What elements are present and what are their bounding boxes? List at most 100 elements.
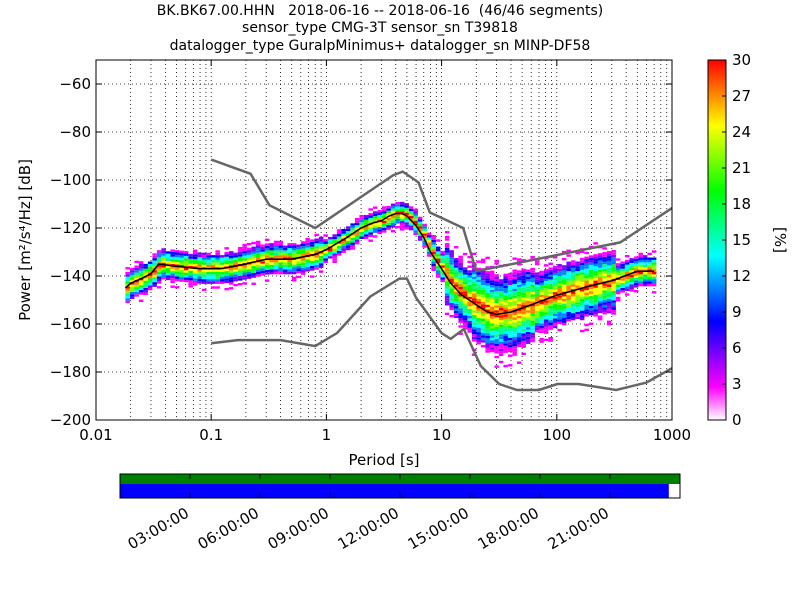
heatmap-cell bbox=[489, 349, 495, 353]
colorbar-label: [%] bbox=[771, 227, 789, 253]
heatmap-cell bbox=[620, 283, 625, 286]
heatmap-cell bbox=[642, 276, 648, 280]
heatmap-cell bbox=[282, 250, 288, 253]
heatmap-cell bbox=[503, 328, 508, 332]
heatmap-cell bbox=[494, 327, 499, 330]
heatmap-cell bbox=[593, 266, 598, 269]
heatmap-cell bbox=[480, 304, 486, 307]
heatmap-cell bbox=[606, 260, 612, 263]
heatmap-cell bbox=[543, 312, 549, 315]
heatmap-cell bbox=[467, 255, 472, 259]
heatmap-cell bbox=[548, 317, 553, 321]
heatmap-cell bbox=[138, 261, 144, 264]
heatmap-cell bbox=[341, 243, 346, 246]
heatmap-cell bbox=[156, 276, 162, 279]
heatmap-cell bbox=[372, 218, 378, 221]
heatmap-cell bbox=[593, 261, 598, 264]
heatmap-cell bbox=[575, 268, 580, 272]
heatmap-cell bbox=[539, 323, 544, 326]
heatmap-cell bbox=[152, 282, 157, 285]
heatmap-cell bbox=[512, 353, 517, 356]
heatmap-cell bbox=[561, 306, 567, 309]
heatmap-cell bbox=[593, 280, 598, 283]
heatmap-cell bbox=[611, 249, 616, 253]
heatmap-cell bbox=[521, 321, 526, 324]
heatmap-cell bbox=[534, 289, 540, 292]
heatmap-cell bbox=[449, 262, 454, 265]
heatmap-cell bbox=[246, 242, 252, 246]
heatmap-cell bbox=[323, 260, 328, 264]
heatmap-cell bbox=[354, 234, 360, 238]
heatmap-cell bbox=[507, 347, 513, 350]
heatmap-cell bbox=[296, 261, 301, 264]
x-tick-label: 10 bbox=[432, 426, 451, 444]
heatmap-cell bbox=[552, 277, 558, 281]
heatmap-cell bbox=[494, 351, 499, 354]
heatmap-cell bbox=[336, 243, 342, 247]
heatmap-cell bbox=[134, 287, 139, 290]
heatmap-cell bbox=[449, 295, 454, 299]
heatmap-cell bbox=[615, 289, 621, 292]
heatmap-cell bbox=[471, 295, 477, 299]
heatmap-cell bbox=[233, 279, 238, 282]
heatmap-cell bbox=[395, 225, 400, 229]
heatmap-cell bbox=[584, 309, 589, 312]
heatmap-cell bbox=[516, 303, 522, 307]
heatmap-cell bbox=[314, 255, 319, 258]
heatmap-cell bbox=[593, 311, 598, 315]
heatmap-cell bbox=[152, 258, 157, 261]
heatmap-cell bbox=[431, 263, 436, 267]
heatmap-cell bbox=[543, 278, 549, 282]
heatmap-cell bbox=[237, 259, 243, 262]
heatmap-cell bbox=[314, 260, 319, 263]
heatmap-cell bbox=[543, 307, 549, 310]
heatmap-cell bbox=[615, 282, 621, 285]
heatmap-cell bbox=[557, 264, 562, 267]
heatmap-cell bbox=[584, 282, 589, 286]
heatmap-cell bbox=[264, 269, 270, 273]
heatmap-cell bbox=[305, 252, 310, 255]
heatmap-cell bbox=[458, 294, 463, 297]
heatmap-cell bbox=[539, 309, 544, 312]
heatmap-cell bbox=[579, 308, 585, 311]
heatmap-cell bbox=[651, 267, 657, 270]
heatmap-cell bbox=[570, 284, 576, 287]
heatmap-cell bbox=[615, 279, 621, 283]
heatmap-cell bbox=[512, 348, 517, 352]
heatmap-cell bbox=[426, 244, 432, 248]
heatmap-cell bbox=[458, 270, 463, 273]
heatmap-cell bbox=[440, 255, 445, 259]
heatmap-cell bbox=[570, 308, 576, 311]
heatmap-cell bbox=[332, 236, 337, 240]
heatmap-cell bbox=[597, 303, 603, 306]
heatmap-cell bbox=[525, 283, 531, 287]
heatmap-cell bbox=[588, 274, 594, 277]
heatmap-cell bbox=[561, 267, 567, 271]
heatmap-cell bbox=[507, 323, 513, 326]
heatmap-cell bbox=[516, 272, 522, 276]
heatmap-cell bbox=[642, 262, 648, 265]
heatmap-cell bbox=[431, 237, 436, 240]
heatmap-cell bbox=[471, 274, 477, 277]
heatmap-cell bbox=[633, 256, 639, 259]
heatmap-cell bbox=[543, 271, 549, 274]
heatmap-cell bbox=[534, 279, 540, 283]
heatmap-cell bbox=[462, 284, 468, 287]
heatmap-cell bbox=[287, 255, 292, 258]
heatmap-cell bbox=[471, 281, 477, 284]
heatmap-cell bbox=[359, 229, 364, 232]
heatmap-cell bbox=[494, 307, 499, 311]
heatmap-cell bbox=[579, 305, 585, 309]
heatmap-cell bbox=[620, 287, 625, 291]
heatmap-cell bbox=[575, 283, 580, 286]
heatmap-cell bbox=[566, 273, 571, 276]
heatmap-cell bbox=[507, 308, 513, 312]
heatmap-cell bbox=[539, 280, 544, 283]
heatmap-cell bbox=[129, 289, 135, 292]
heatmap-cell bbox=[237, 283, 243, 286]
heatmap-cell bbox=[462, 269, 468, 273]
heatmap-cell bbox=[503, 302, 508, 305]
heatmap-cell bbox=[593, 242, 598, 245]
heatmap-cell bbox=[602, 307, 607, 310]
heatmap-cell bbox=[192, 283, 198, 286]
